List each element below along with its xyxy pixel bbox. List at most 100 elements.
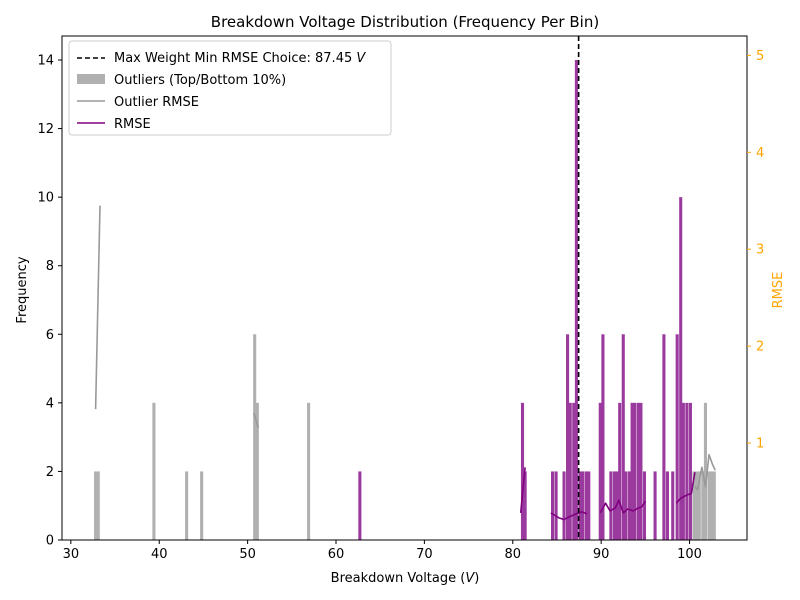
x-tick-label-0: 30 (63, 547, 80, 562)
main-bar-26 (639, 402, 643, 540)
y2-axis-ticks: 1 2 3 4 5 (747, 49, 764, 452)
main-bar-6 (566, 334, 570, 540)
x-axis-label-var: V (465, 571, 475, 586)
outlier-rmse-line-2 (694, 453, 716, 491)
y2-tick-label-4: 5 (756, 49, 764, 64)
x-tick-label-6: 90 (593, 547, 610, 562)
y-tick-label-4: 8 (46, 259, 54, 274)
outlier-bar-9 (695, 471, 699, 540)
main-bar-25 (636, 402, 640, 540)
outlier-bar-4 (200, 471, 204, 540)
rmse-line-3 (675, 472, 696, 504)
main-bars (358, 60, 692, 540)
y2-tick-label-2: 3 (756, 243, 764, 258)
main-bar-36 (688, 402, 692, 540)
chart-title: Breakdown Voltage Distribution (Frequenc… (211, 13, 599, 31)
y-tick-label-7: 14 (37, 54, 54, 69)
outlier-bar-15 (712, 471, 716, 540)
x-axis-label-text: Breakdown Voltage ( (331, 571, 466, 586)
y2-axis-label: RMSE (771, 272, 786, 309)
main-bar-19 (618, 402, 622, 540)
plot-frame (61, 35, 748, 541)
legend-vline-var: V (356, 51, 366, 66)
x-axis-label: Breakdown Voltage (V) (331, 571, 480, 586)
legend-outlier-bar-swatch (77, 74, 105, 84)
main-bar-24 (633, 402, 637, 540)
outlier-bar-6 (255, 402, 259, 540)
outlier-bar-12 (703, 402, 708, 540)
x-axis-label-end: ) (474, 571, 479, 586)
main-bar-8 (572, 402, 576, 540)
main-bar-30 (665, 471, 669, 540)
main-bar-20 (621, 334, 625, 540)
main-bar-21 (624, 471, 628, 540)
x-tick-label-1: 40 (151, 547, 168, 562)
main-bar-2 (523, 471, 527, 540)
outlier-bar-11 (701, 471, 705, 540)
y-tick-label-0: 0 (46, 534, 54, 549)
rmse-line-2 (599, 499, 647, 514)
outlier-bar-8 (692, 471, 696, 540)
y-tick-label-3: 6 (46, 328, 54, 343)
legend-vline-text: Max Weight Min RMSE Choice: 87.45 (114, 51, 356, 66)
x-tick-label-4: 70 (416, 547, 433, 562)
main-bar-5 (562, 471, 566, 540)
legend-box (68, 40, 392, 136)
legend: Max Weight Min RMSE Choice: 87.45 V Outl… (68, 40, 392, 136)
main-bar-27 (642, 471, 647, 540)
y-axis-label: Frequency (15, 256, 30, 323)
main-bar-13 (587, 471, 591, 540)
main-bar-10 (578, 471, 582, 540)
main-bar-11 (581, 471, 585, 540)
y2-tick-label-3: 4 (756, 146, 764, 161)
main-bar-29 (662, 334, 666, 540)
outlier-bar-1 (96, 471, 100, 540)
y-axis-ticks: 0 2 4 6 8 10 12 14 (37, 54, 62, 549)
x-tick-label-2: 50 (239, 547, 256, 562)
x-tick-label-3: 60 (328, 547, 345, 562)
outlier-bar-7 (307, 402, 311, 540)
main-bar-35 (685, 402, 689, 540)
outlier-rmse-line-1 (253, 412, 259, 428)
main-bar-12 (584, 471, 588, 540)
outlier-bar-13 (707, 471, 711, 540)
main-bar-1 (520, 402, 525, 540)
y-tick-label-5: 10 (37, 191, 54, 206)
outlier-bar-2 (152, 402, 156, 540)
outlier-bar-3 (185, 471, 189, 540)
y-tick-label-1: 2 (46, 465, 54, 480)
y-tick-label-2: 4 (46, 396, 54, 411)
x-axis-ticks: 30 40 50 60 70 80 90 100 (63, 540, 702, 562)
main-bar-14 (598, 402, 602, 540)
rmse-line-1 (550, 511, 588, 521)
main-bar-9 (574, 60, 578, 540)
rmse-line-0 (519, 467, 526, 513)
outlier-rmse-line-0 (94, 205, 101, 410)
legend-vline-label: Max Weight Min RMSE Choice: 87.45 V (114, 51, 366, 66)
main-bar-32 (675, 334, 679, 540)
main-bar-16 (609, 471, 613, 540)
legend-outlier-rmse-label: Outlier RMSE (114, 95, 199, 110)
x-tick-label-7: 100 (677, 547, 702, 562)
main-bar-15 (601, 334, 605, 540)
main-bar-31 (671, 471, 675, 540)
main-bar-33 (679, 197, 683, 540)
legend-outlier-bars-label: Outliers (Top/Bottom 10%) (114, 73, 286, 88)
outlier-bars (94, 334, 716, 540)
main-bar-28 (653, 471, 657, 540)
outlier-bar-14 (710, 471, 714, 540)
outlier-bar-0 (94, 471, 98, 540)
main-bar-3 (551, 471, 555, 540)
x-tick-label-5: 80 (505, 547, 522, 562)
main-bar-22 (627, 471, 631, 540)
outlier-bar-10 (697, 471, 701, 540)
rmse-lines (94, 205, 716, 521)
main-bar-23 (630, 402, 634, 540)
y2-tick-label-1: 2 (756, 340, 764, 355)
main-bar-4 (554, 471, 558, 540)
y2-tick-label-0: 1 (756, 437, 764, 452)
main-bar-0 (358, 471, 362, 540)
legend-rmse-label: RMSE (114, 117, 151, 132)
main-bar-17 (612, 471, 616, 540)
